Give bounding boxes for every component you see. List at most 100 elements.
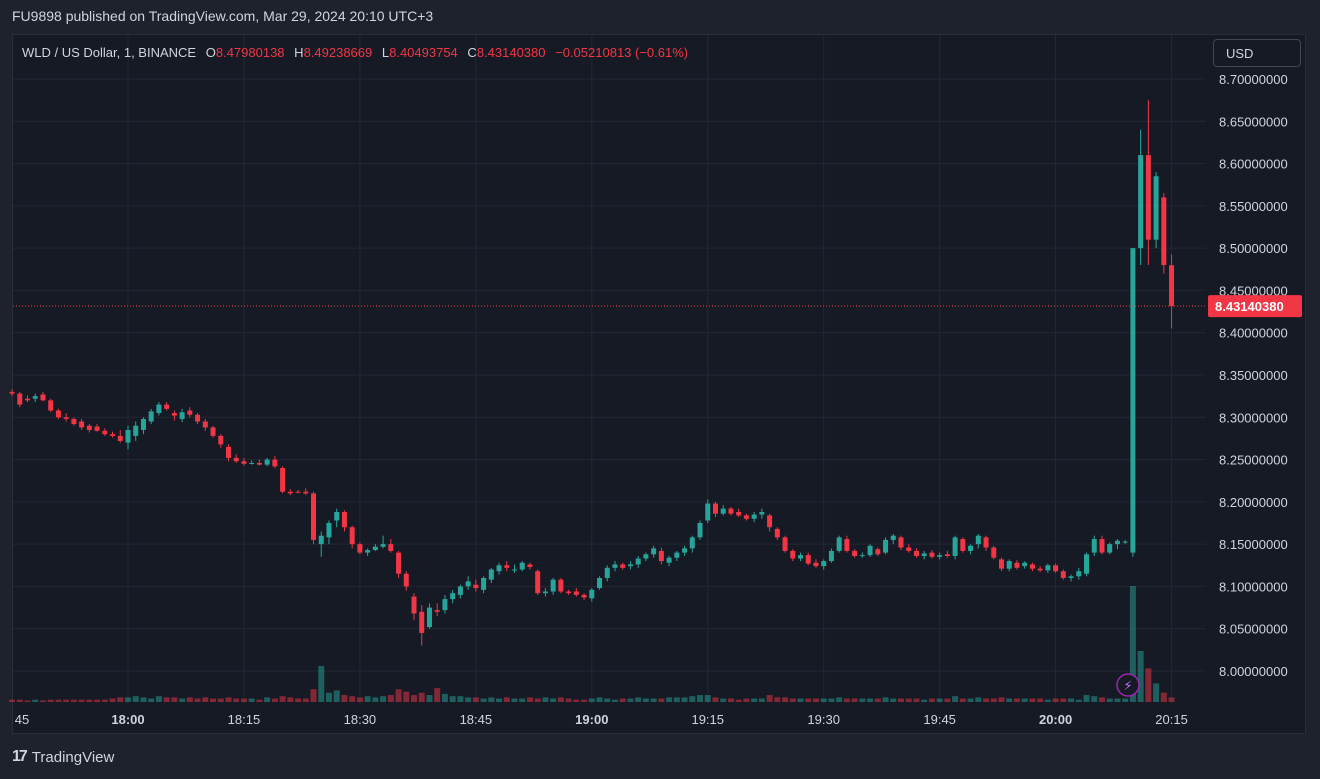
volume-bar [704,695,711,702]
candle [419,605,425,646]
candle-body [658,550,664,562]
candle-body [589,589,595,599]
lightning-icon[interactable]: ⚡ [1123,679,1132,694]
candle [504,561,510,572]
candle [264,457,270,467]
candle [318,531,324,557]
candle-body [473,584,479,589]
volume-bar [140,697,147,702]
candle-body [94,426,100,431]
volume-bar [333,690,340,702]
symbol-label[interactable]: WLD / US Dollar, 1, BINANCE [22,45,197,60]
volume-bar [712,697,719,702]
time-tick-label: 18:00 [111,712,144,727]
candle-body [225,446,231,458]
candle [48,398,54,413]
low-value: 8.40493754 [389,45,458,60]
candle-body [566,591,572,594]
price-tick-label: 8.55000000 [1219,199,1288,214]
candle [94,424,100,432]
chart-frame[interactable] [12,34,1306,734]
volume-bar [604,698,611,702]
candle [651,545,657,558]
candle-body [1053,565,1059,572]
volume-bar [411,695,418,702]
candle-body [991,547,997,558]
candle [272,456,278,469]
lightning-button-ring[interactable] [1116,673,1140,697]
volume-bar [619,698,626,702]
volume-bar [1013,698,1020,702]
volume-bar [557,697,564,702]
candle [790,549,796,562]
candle-body [929,552,935,557]
candle-body [40,394,46,401]
price-tick-label: 8.35000000 [1219,368,1288,383]
volume-bar [913,698,920,702]
price-tick-label: 8.30000000 [1219,410,1288,425]
volume-bar [936,698,943,702]
price-tick-label: 8.25000000 [1219,453,1288,468]
candle-body [326,523,332,538]
candle-body [318,535,324,545]
candle [187,407,193,418]
candle [465,576,471,590]
candle-body [682,548,688,553]
candle [140,417,146,435]
volume-bar [820,698,827,702]
candle-body [303,491,309,494]
time-tick-label: 19:00 [575,712,608,727]
candle-body [790,550,796,559]
candle-body [828,550,834,562]
candle [40,391,46,402]
volume-bar [959,698,966,702]
candle [1014,560,1020,570]
candle-body [396,552,402,574]
candle [898,535,904,551]
high-label: H [294,45,304,60]
price-tick-label: 8.15000000 [1219,537,1288,552]
candle-body [1006,561,1012,569]
volume-bar [39,700,46,702]
volume-bar [650,698,657,702]
price-tick-label: 8.70000000 [1219,72,1288,87]
price-tick-label: 8.05000000 [1219,622,1288,637]
candle-body [334,512,340,521]
candle-body [937,555,943,557]
candle-body [249,462,255,464]
candle-body [17,393,23,405]
candle-body [604,567,610,578]
volume-bar [990,698,997,702]
volume-bar [1098,697,1105,702]
candle-body [1037,568,1043,571]
lightning-button[interactable]: ⚡ [1116,673,1140,697]
volume-bar [511,698,518,702]
candle [434,603,440,617]
candle-body [388,544,394,551]
currency-button[interactable]: USD [1213,39,1301,67]
volume-bar [735,699,742,702]
candle [496,562,502,575]
candle-body [1145,155,1151,240]
candle-body [55,410,61,418]
candle [1068,574,1074,582]
candle-body [627,564,633,567]
time-tick-label: 45 [15,712,29,727]
time-tick-label: 19:30 [807,712,840,727]
candle [164,402,170,411]
candle [774,527,780,540]
candle [720,505,726,516]
volume-bar [372,697,379,702]
candle-body [117,435,123,441]
candle [1053,563,1059,573]
candle [944,550,950,558]
candle [712,501,718,518]
candle-body [759,512,765,515]
candle-body [210,427,216,436]
candle-body [883,539,889,553]
volume-bar [101,699,108,702]
candle [859,552,865,558]
volume-bar [210,698,217,702]
candle-body [195,414,201,422]
